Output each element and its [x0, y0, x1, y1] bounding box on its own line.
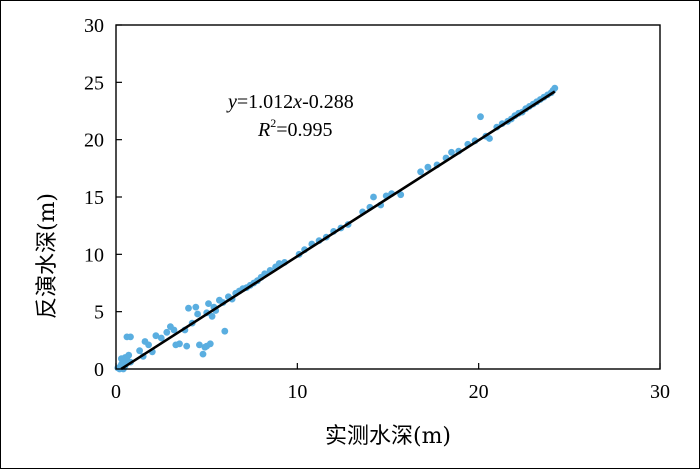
data-point	[157, 334, 165, 342]
r-squared-label: R2=0.995	[257, 116, 333, 141]
data-point	[183, 342, 191, 350]
y-tick-label: 20	[84, 130, 104, 152]
y-tick-label: 30	[84, 15, 104, 37]
y-tick-label: 0	[94, 359, 104, 381]
data-point	[127, 333, 134, 341]
data-point	[205, 300, 212, 307]
y-tick-label: 15	[84, 187, 104, 209]
equation-label: y=1.012x-0.288	[226, 91, 354, 113]
ticks-layer: 0 10 20 30 0 5 10 15 20 25 30	[84, 15, 670, 403]
x-tick-label: 20	[469, 381, 489, 403]
data-point	[152, 332, 160, 340]
data-point	[208, 312, 216, 320]
data-point	[221, 327, 229, 335]
data-point	[125, 351, 133, 359]
fit-line	[120, 90, 556, 371]
x-tick-label: 30	[650, 381, 670, 403]
data-point	[370, 193, 377, 201]
y-tick-label: 10	[84, 244, 104, 266]
data-point	[145, 341, 153, 349]
data-point	[551, 84, 559, 92]
data-point	[199, 350, 207, 358]
y-tick-label: 25	[84, 72, 104, 94]
x-tick-label: 0	[111, 381, 121, 403]
data-point	[424, 163, 432, 171]
data-point	[477, 113, 484, 121]
y-tick-label: 5	[94, 302, 104, 324]
data-point	[448, 148, 455, 156]
data-point	[170, 326, 178, 334]
data-point	[206, 340, 214, 348]
x-axis-title: 实测水深(m)	[325, 424, 451, 449]
x-tick-label: 10	[287, 381, 307, 403]
data-point	[397, 191, 405, 199]
data-point	[185, 304, 192, 312]
data-point	[192, 303, 200, 311]
data-point	[486, 135, 493, 142]
data-point	[196, 341, 203, 349]
data-point	[118, 355, 125, 363]
data-point	[163, 328, 171, 336]
data-point	[136, 347, 144, 355]
plot-border	[115, 24, 661, 370]
data-point	[275, 260, 283, 267]
y-axis-title: 反演水深(m)	[35, 193, 60, 319]
data-point	[194, 310, 202, 318]
data-point	[417, 168, 424, 176]
data-point	[176, 340, 183, 348]
